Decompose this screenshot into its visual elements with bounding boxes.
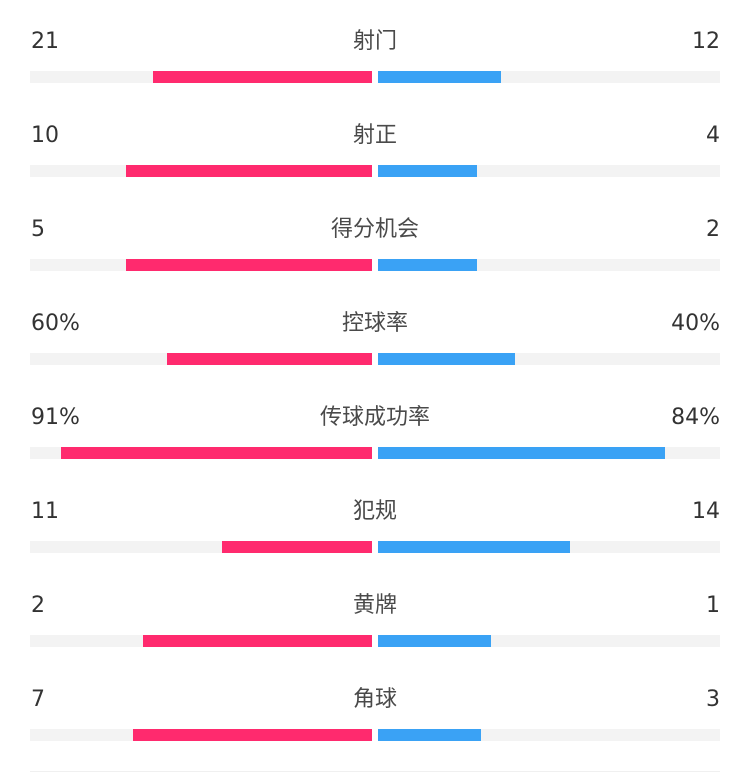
home-value: 21 [31, 29, 59, 54]
away-bar-track [378, 447, 720, 459]
away-bar-track [378, 635, 720, 647]
stat-row: 2 黄牌 1 [0, 566, 750, 660]
away-bar-track [378, 165, 720, 177]
stat-row: 7 角球 3 [0, 660, 750, 754]
home-bar-track [30, 165, 372, 177]
stat-label: 犯规 [352, 499, 397, 524]
home-value: 91% [31, 405, 80, 430]
home-value: 7 [31, 687, 45, 712]
home-value: 60% [31, 311, 80, 336]
away-bar [378, 165, 477, 177]
away-bar [378, 541, 570, 553]
away-bar-track [378, 729, 720, 741]
home-value: 11 [31, 499, 59, 524]
away-value: 14 [692, 499, 720, 524]
home-bar-track [30, 635, 372, 647]
stat-row: 11 犯规 14 [0, 472, 750, 566]
home-bar-track [30, 353, 372, 365]
away-value: 84% [671, 405, 720, 430]
home-bar [153, 71, 372, 83]
away-bar-track [378, 259, 720, 271]
away-value: 1 [706, 593, 720, 618]
stat-label: 传球成功率 [319, 405, 430, 430]
stat-label: 角球 [352, 687, 397, 712]
stat-row: 60% 控球率 40% [0, 284, 750, 378]
away-bar [378, 71, 501, 83]
away-bar [378, 447, 665, 459]
home-bar [143, 635, 372, 647]
stat-row: 5 得分机会 2 [0, 190, 750, 284]
away-value: 12 [692, 29, 720, 54]
stat-label: 控球率 [341, 311, 408, 336]
home-bar-track [30, 729, 372, 741]
away-value: 3 [706, 687, 720, 712]
home-bar [126, 165, 372, 177]
stat-label: 黄牌 [352, 593, 397, 618]
home-value: 10 [31, 123, 59, 148]
away-bar [378, 729, 481, 741]
away-bar-track [378, 541, 720, 553]
away-bar [378, 353, 515, 365]
stat-row: 21 射门 12 [0, 2, 750, 96]
home-bar [167, 353, 372, 365]
stat-row: 91% 传球成功率 84% [0, 378, 750, 472]
home-bar-track [30, 541, 372, 553]
away-bar-track [378, 353, 720, 365]
home-value: 5 [31, 217, 45, 242]
home-bar [61, 447, 372, 459]
home-bar [133, 729, 372, 741]
stat-row: 10 射正 4 [0, 96, 750, 190]
home-bar-track [30, 71, 372, 83]
stat-label: 得分机会 [330, 217, 419, 242]
away-bar-track [378, 71, 720, 83]
away-bar [378, 635, 491, 647]
home-bar-track [30, 447, 372, 459]
away-value: 2 [706, 217, 720, 242]
away-bar [378, 259, 477, 271]
home-bar [222, 541, 372, 553]
stat-label: 射正 [352, 123, 397, 148]
home-bar-track [30, 259, 372, 271]
bottom-divider [30, 771, 720, 772]
away-value: 4 [706, 123, 720, 148]
away-value: 40% [671, 311, 720, 336]
home-bar [126, 259, 372, 271]
stat-label: 射门 [352, 29, 397, 54]
home-value: 2 [31, 593, 45, 618]
